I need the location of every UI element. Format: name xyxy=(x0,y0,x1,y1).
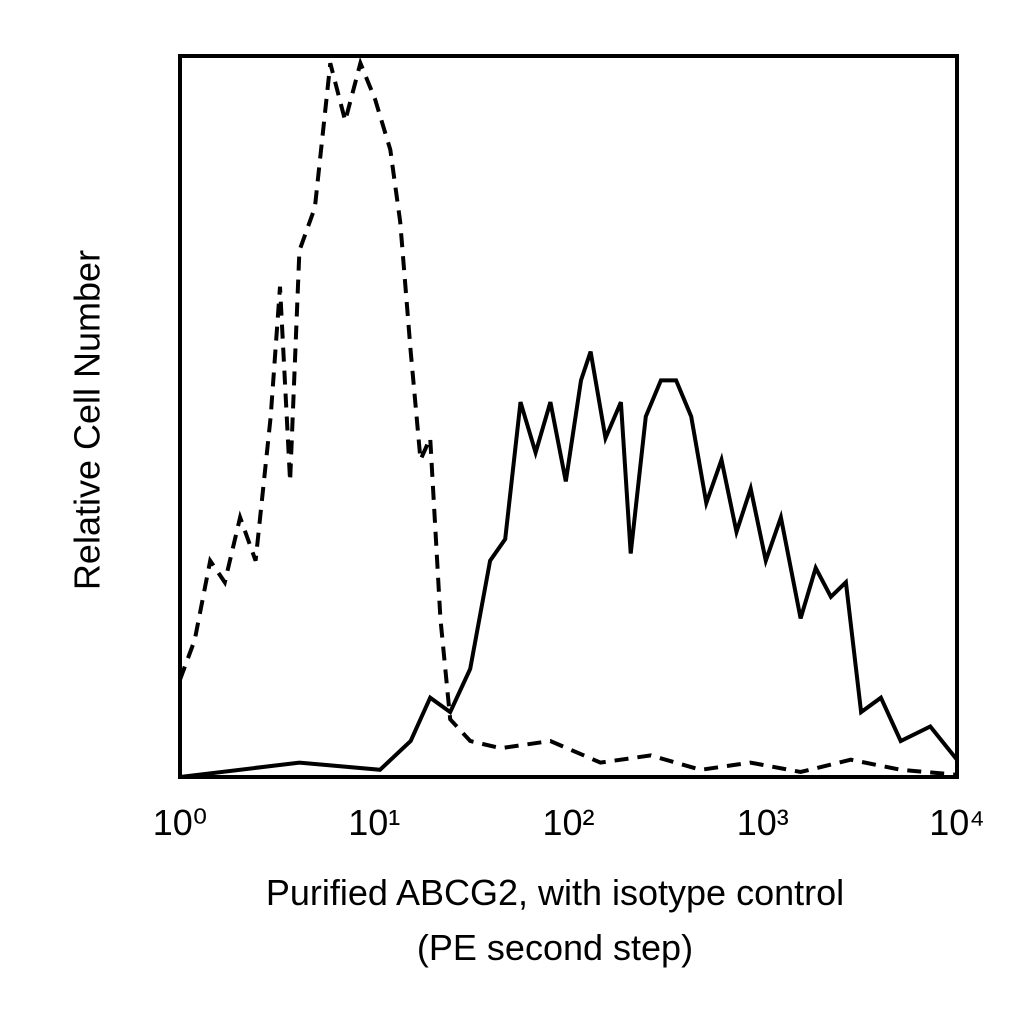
x-tick-label: 10⁰ xyxy=(153,802,207,843)
x-tick-label: 10⁴ xyxy=(929,802,985,843)
data-line xyxy=(178,56,958,777)
y-axis-label: Relative Cell Number xyxy=(67,250,108,590)
x-tick-label: 10¹ xyxy=(348,802,400,843)
x-axis-label: Purified ABCG2, with isotype control xyxy=(266,872,844,913)
plot-frame xyxy=(178,54,959,779)
x-axis-label: (PE second step) xyxy=(417,927,693,968)
data-line xyxy=(179,350,959,779)
x-tick-label: 10² xyxy=(542,802,594,843)
x-tick-label: 10³ xyxy=(737,802,789,843)
